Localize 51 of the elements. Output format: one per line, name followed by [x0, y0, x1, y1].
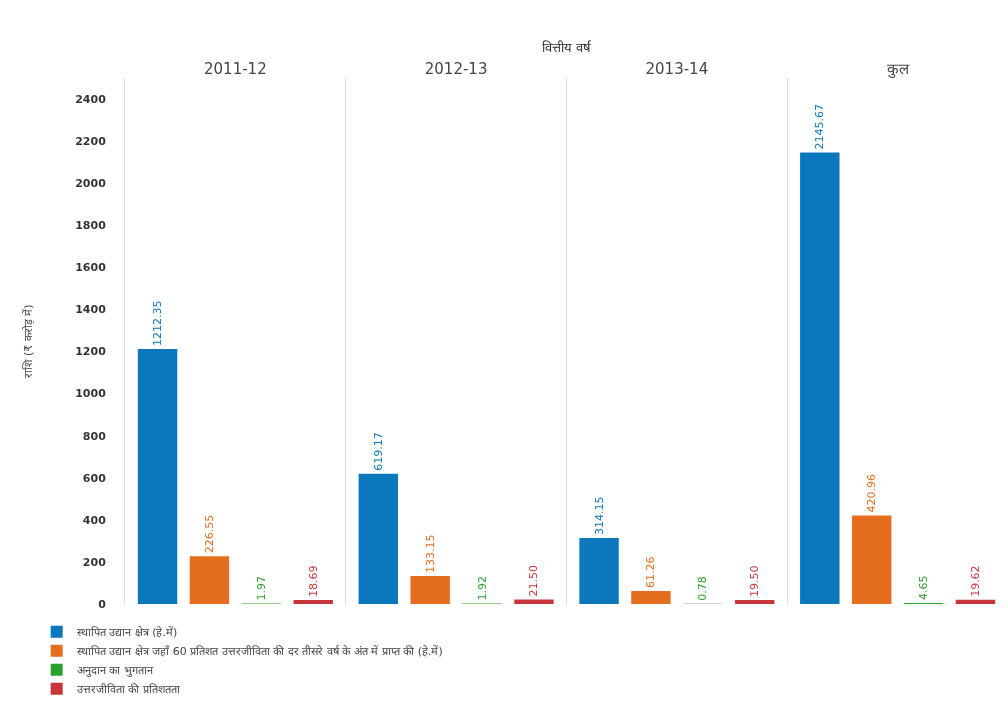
y-tick-label: 600 — [82, 471, 107, 485]
x-tick-label: कुल — [886, 60, 910, 79]
x-tick-label: 2011-12 — [204, 60, 267, 78]
data-label: 314.15 — [592, 496, 606, 535]
data-label: 1.97 — [254, 576, 268, 601]
x-axis-title: वित्तीय वर्ष — [541, 39, 593, 55]
y-tick-label: 800 — [82, 429, 107, 443]
y-tick-label: 1200 — [75, 345, 107, 359]
bar — [514, 599, 554, 604]
data-label: 18.69 — [306, 565, 320, 598]
y-tick-label: 400 — [82, 513, 107, 527]
bar — [734, 599, 775, 604]
bar — [189, 556, 230, 604]
legend-label: स्थापित उद्यान क्षेत्र (हे.में) — [76, 625, 178, 639]
bar — [800, 152, 840, 604]
y-tick-label: 0 — [98, 597, 107, 611]
data-label: 1212.35 — [151, 300, 165, 346]
legend-label: स्थापित उद्यान क्षेत्र जहाँ 60 प्रतिशत उत्तरजीविता की दर तीसरे वर्ष के अंत में प्राप्त की (हे.में) — [76, 644, 443, 658]
y-tick-label: 1000 — [75, 387, 107, 401]
bar — [358, 473, 399, 604]
legend-label: उत्तरजीविता की प्रतिशतता — [76, 682, 180, 696]
data-label: 21.50 — [527, 564, 541, 597]
y-tick-label: 1600 — [75, 261, 107, 275]
y-axis-title: राशि (₹ करोड़ में) — [21, 304, 35, 378]
data-label: 61.26 — [644, 556, 658, 589]
x-tick-label: 2012-13 — [424, 60, 488, 78]
data-label: 4.65 — [917, 575, 931, 601]
bar — [579, 537, 619, 604]
y-tick-label: 1400 — [75, 303, 107, 317]
bar — [410, 575, 450, 604]
data-label: 19.50 — [748, 565, 762, 597]
y-tick-label: 2000 — [75, 177, 107, 191]
data-label: 226.55 — [202, 514, 216, 554]
data-label: 0.78 — [696, 576, 710, 601]
x-tick-label: 2013-14 — [645, 60, 709, 78]
data-label: 133.15 — [423, 534, 437, 573]
data-label: 2145.67 — [813, 104, 827, 150]
data-label: 1.92 — [475, 576, 489, 601]
bar — [955, 599, 996, 604]
bar — [851, 515, 892, 604]
data-label: 619.17 — [371, 432, 385, 471]
bar — [137, 348, 178, 604]
legend-label: अनुदान का भुगतान — [76, 663, 154, 677]
y-tick-label: 1800 — [75, 219, 107, 233]
y-tick-label: 200 — [82, 555, 107, 569]
bar — [293, 600, 333, 604]
data-label: 19.62 — [968, 565, 982, 597]
y-tick-label: 2200 — [75, 134, 107, 148]
y-tick-label: 2400 — [75, 92, 107, 106]
data-label: 420.96 — [865, 473, 879, 513]
bar — [631, 591, 671, 604]
